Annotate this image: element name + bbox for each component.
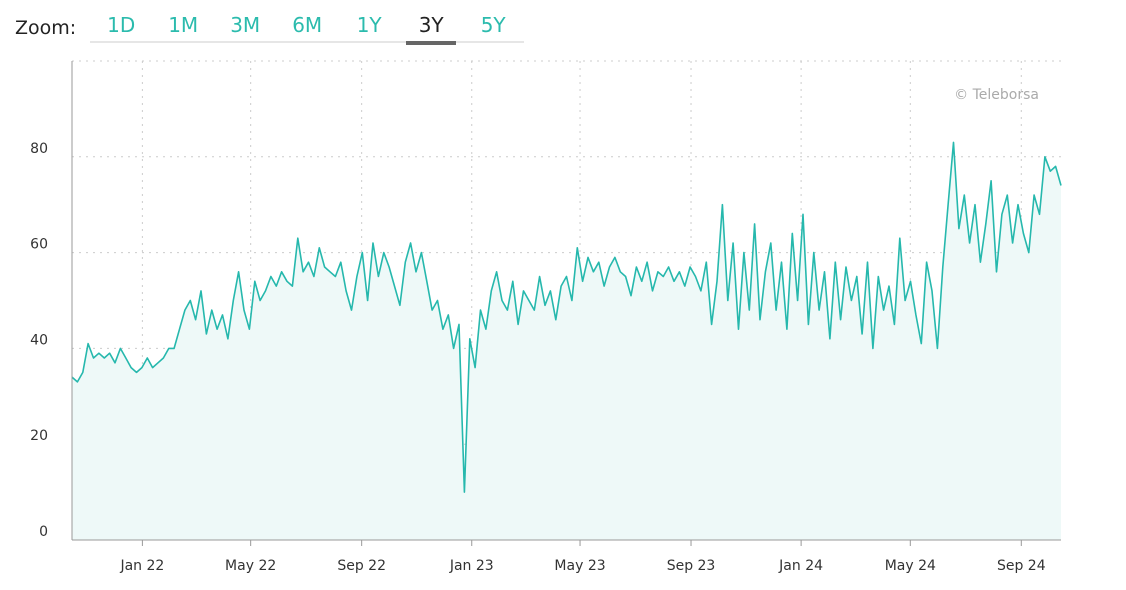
y-tick-label: 40 (30, 332, 48, 348)
x-tick-label: Sep 22 (337, 558, 386, 574)
x-tick-label: Jan 22 (119, 558, 164, 574)
y-tick-label: 20 (30, 428, 48, 444)
zoom-tab-1m[interactable]: 1M (168, 13, 199, 37)
x-tick-label: Jan 23 (449, 558, 494, 574)
x-tick-label: May 24 (885, 558, 936, 574)
area-fill (72, 142, 1061, 540)
zoom-tab-1d[interactable]: 1D (107, 13, 136, 37)
x-tick-label: Sep 24 (997, 558, 1046, 574)
zoom-tab-3y[interactable]: 3Y (400, 13, 462, 45)
zoom-tab-5y[interactable]: 5Y (480, 13, 506, 37)
zoom-tabs: 1D 1M 3M 6M 1Y 3Y 5Y (90, 13, 525, 45)
zoom-tab-6m[interactable]: 6M (292, 13, 323, 37)
zoom-tab-1y[interactable]: 1Y (356, 13, 382, 37)
y-tick-label: 0 (39, 524, 48, 540)
x-tick-label: Sep 23 (667, 558, 716, 574)
zoom-label: Zoom: (15, 17, 77, 39)
x-tick-label: May 22 (225, 558, 276, 574)
watermark: © Teleborsa (954, 87, 1039, 103)
zoom-tab-3m[interactable]: 3M (230, 13, 261, 37)
zoom-selector: Zoom: 1D 1M 3M 6M 1Y 3Y 5Y (15, 8, 525, 48)
price-line (71, 141, 1062, 493)
y-tick-label: 80 (30, 141, 48, 157)
y-tick-label: 60 (30, 237, 48, 253)
x-tick-label: Jan 24 (778, 558, 823, 574)
x-tick-label: May 23 (554, 558, 605, 574)
